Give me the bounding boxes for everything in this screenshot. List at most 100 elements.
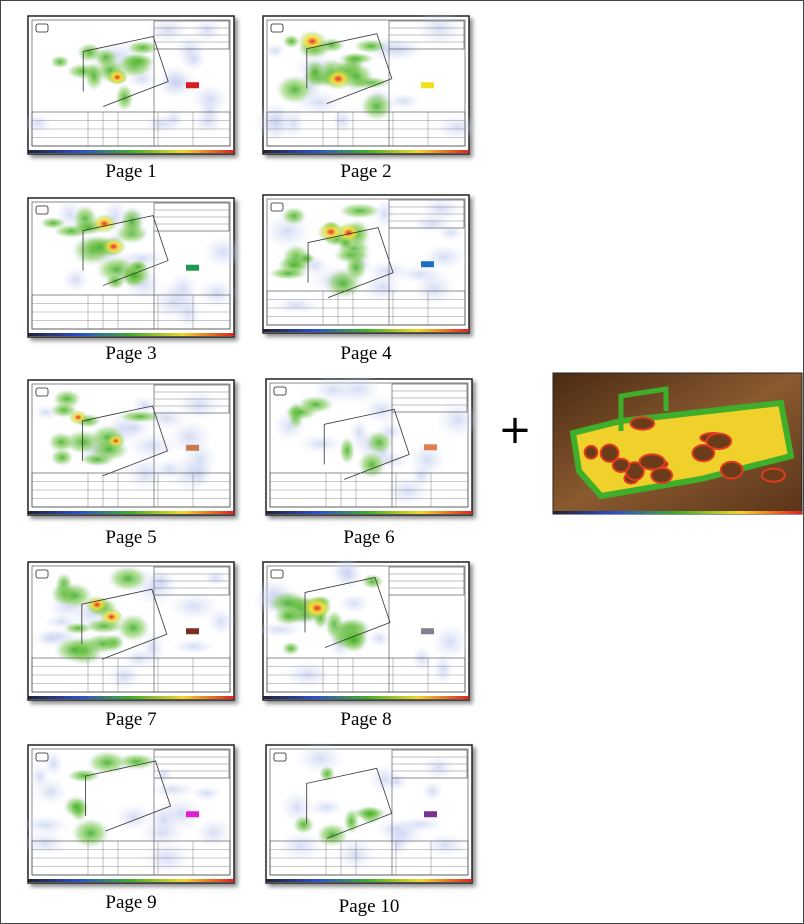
haze <box>154 457 184 481</box>
heat-blob <box>304 58 326 86</box>
haze <box>121 647 156 669</box>
hot-spot <box>106 433 126 449</box>
haze <box>411 645 433 672</box>
haze <box>432 652 455 687</box>
hot-spot <box>106 69 128 86</box>
haze <box>149 781 197 798</box>
part-photo <box>552 372 803 515</box>
page-thumbnail <box>265 741 473 884</box>
haze <box>143 113 180 134</box>
part-outline <box>81 588 168 660</box>
color-key <box>186 264 199 271</box>
haze <box>167 419 213 455</box>
part-outline <box>304 577 391 648</box>
haze <box>307 797 345 817</box>
color-key <box>421 628 434 635</box>
part-hole <box>583 444 599 460</box>
haze <box>20 829 69 857</box>
part-hole <box>611 457 631 473</box>
hot-spot <box>302 597 332 619</box>
heat-blob <box>281 206 307 226</box>
color-key <box>186 811 199 818</box>
part-outline <box>323 408 410 480</box>
heat-blob <box>49 55 71 69</box>
hot-spot <box>100 237 127 257</box>
color-bar <box>266 879 472 882</box>
color-key <box>186 444 199 451</box>
haze <box>334 836 376 873</box>
color-bar <box>28 879 234 882</box>
haze <box>435 400 480 439</box>
part-hole <box>629 416 656 431</box>
heat-blob <box>282 34 301 49</box>
heat-blob <box>296 252 316 266</box>
part-hole <box>638 453 666 471</box>
page-thumbnail <box>27 196 244 338</box>
heat-blob <box>318 765 336 783</box>
part-outline <box>307 227 394 299</box>
hot-spot <box>85 595 110 614</box>
logo <box>273 386 287 396</box>
haze <box>412 269 456 308</box>
heat-blob <box>56 582 94 610</box>
haze <box>150 282 198 323</box>
haze <box>271 296 322 315</box>
part-outline <box>82 36 169 107</box>
color-bar <box>28 150 234 153</box>
heat-blob <box>114 83 135 112</box>
plus-sign: + <box>498 407 532 453</box>
hot-spot <box>91 214 118 234</box>
haze <box>170 638 217 655</box>
heat-blob <box>47 431 75 453</box>
color-bar <box>263 696 469 699</box>
haze <box>277 830 325 862</box>
heat-blob <box>350 806 388 821</box>
page-label: Page 9 <box>105 892 156 913</box>
heat-blob <box>118 410 162 423</box>
haze <box>146 801 180 838</box>
page-label: Page 3 <box>105 343 156 364</box>
page-thumbnail <box>262 194 470 334</box>
color-key <box>186 82 199 89</box>
logo <box>270 23 284 33</box>
haze <box>61 266 90 294</box>
haze <box>385 92 422 110</box>
haze <box>190 785 223 802</box>
heat-blob <box>84 60 105 92</box>
page-thumbnail <box>27 379 235 516</box>
haze <box>337 592 371 614</box>
logo <box>273 752 287 762</box>
heat-blob <box>359 91 394 122</box>
page-label: Page 7 <box>105 709 156 730</box>
logo <box>35 387 49 397</box>
heat-blob <box>71 817 111 849</box>
heat-blob <box>339 436 356 465</box>
haze <box>202 569 229 587</box>
color-bar <box>28 333 234 336</box>
page-label: Page 2 <box>340 161 391 182</box>
part-outline <box>85 760 172 832</box>
page-thumbnail <box>19 744 235 884</box>
page-thumbnail <box>23 15 235 155</box>
heat-blob <box>316 822 349 848</box>
hot-spot <box>323 68 353 90</box>
haze <box>263 42 287 59</box>
page-label: Page 8 <box>340 709 391 730</box>
haze <box>361 395 402 425</box>
heat-blob <box>53 636 96 664</box>
part-hole <box>760 467 786 483</box>
heat-blob <box>93 47 119 68</box>
heat-blob <box>273 606 304 626</box>
haze <box>333 373 382 406</box>
heat-blob <box>50 448 74 467</box>
heat-blob <box>66 768 101 783</box>
heat-blob <box>86 750 128 775</box>
haze <box>333 558 363 591</box>
haze <box>409 464 433 488</box>
haze <box>191 110 224 135</box>
page-label: Page 4 <box>340 343 392 364</box>
part-hole <box>599 443 620 463</box>
haze <box>435 114 480 141</box>
